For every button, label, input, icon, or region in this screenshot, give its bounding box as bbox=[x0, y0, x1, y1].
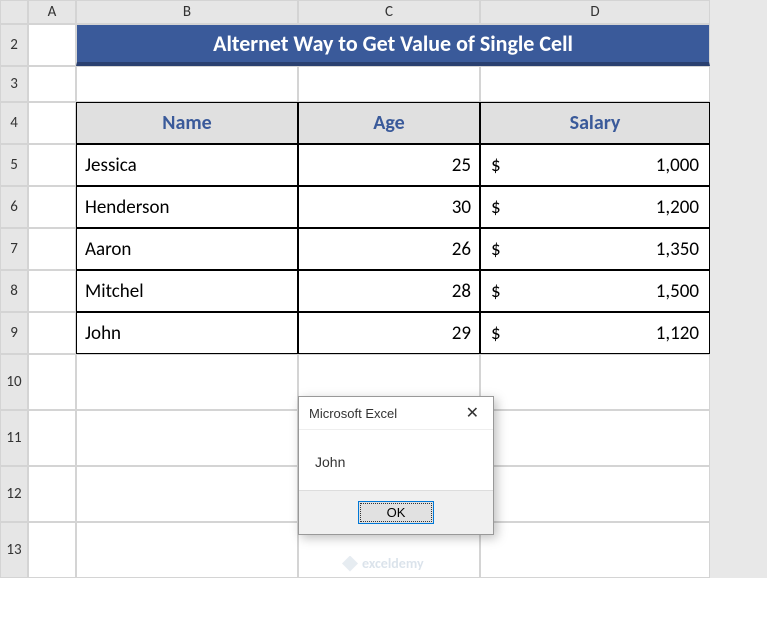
cell-a8[interactable] bbox=[28, 270, 76, 312]
cell-a3[interactable] bbox=[28, 66, 76, 102]
cell-d13[interactable] bbox=[480, 522, 710, 578]
currency-symbol: $ bbox=[491, 322, 501, 345]
row-header-10[interactable]: 10 bbox=[0, 354, 28, 410]
col-header-b[interactable]: B bbox=[76, 0, 298, 24]
cell-age-3[interactable]: 28 bbox=[298, 270, 480, 312]
cell-b10[interactable] bbox=[76, 354, 298, 410]
row-header-11[interactable]: 11 bbox=[0, 410, 28, 466]
cell-a2[interactable] bbox=[28, 24, 76, 66]
row-header-3[interactable]: 3 bbox=[0, 66, 28, 102]
cell-b13[interactable] bbox=[76, 522, 298, 578]
row-header-5[interactable]: 5 bbox=[0, 144, 28, 186]
salary-value: 1,200 bbox=[656, 196, 699, 219]
dialog-message: John bbox=[299, 430, 493, 490]
cell-d11[interactable] bbox=[480, 410, 710, 466]
header-salary[interactable]: Salary bbox=[480, 102, 710, 144]
dialog-footer: OK bbox=[299, 490, 493, 534]
dialog-titlebar[interactable]: Microsoft Excel ✕ bbox=[299, 397, 493, 430]
cell-a9[interactable] bbox=[28, 312, 76, 354]
grid-corner[interactable] bbox=[0, 0, 28, 24]
row-header-12[interactable]: 12 bbox=[0, 466, 28, 522]
cell-name-1[interactable]: Henderson bbox=[76, 186, 298, 228]
cell-salary-1[interactable]: $1,200 bbox=[480, 186, 710, 228]
currency-symbol: $ bbox=[491, 280, 501, 303]
message-box-dialog: Microsoft Excel ✕ John OK bbox=[298, 396, 494, 535]
cell-d12[interactable] bbox=[480, 466, 710, 522]
col-header-a[interactable]: A bbox=[28, 0, 76, 24]
row-header-8[interactable]: 8 bbox=[0, 270, 28, 312]
close-icon[interactable]: ✕ bbox=[460, 403, 485, 423]
salary-value: 1,350 bbox=[656, 238, 699, 261]
watermark-icon bbox=[342, 556, 358, 572]
cell-b11[interactable] bbox=[76, 410, 298, 466]
cell-a4[interactable] bbox=[28, 102, 76, 144]
cell-name-4[interactable]: John bbox=[76, 312, 298, 354]
cell-a10[interactable] bbox=[28, 354, 76, 410]
cell-a13[interactable] bbox=[28, 522, 76, 578]
cell-salary-3[interactable]: $1,500 bbox=[480, 270, 710, 312]
cell-d3[interactable] bbox=[480, 66, 710, 102]
cell-a6[interactable] bbox=[28, 186, 76, 228]
cell-a7[interactable] bbox=[28, 228, 76, 270]
cell-a12[interactable] bbox=[28, 466, 76, 522]
cell-salary-0[interactable]: $1,000 bbox=[480, 144, 710, 186]
header-name[interactable]: Name bbox=[76, 102, 298, 144]
header-age[interactable]: Age bbox=[298, 102, 480, 144]
col-header-d[interactable]: D bbox=[480, 0, 710, 24]
cell-a11[interactable] bbox=[28, 410, 76, 466]
cell-a5[interactable] bbox=[28, 144, 76, 186]
cell-age-0[interactable]: 25 bbox=[298, 144, 480, 186]
cell-c3[interactable] bbox=[298, 66, 480, 102]
cell-age-4[interactable]: 29 bbox=[298, 312, 480, 354]
cell-age-1[interactable]: 30 bbox=[298, 186, 480, 228]
cell-salary-2[interactable]: $1,350 bbox=[480, 228, 710, 270]
ok-button[interactable]: OK bbox=[358, 501, 435, 524]
cell-name-3[interactable]: Mitchel bbox=[76, 270, 298, 312]
col-header-c[interactable]: C bbox=[298, 0, 480, 24]
salary-value: 1,120 bbox=[656, 322, 699, 345]
watermark-text: exceldemy bbox=[362, 555, 424, 572]
cell-b12[interactable] bbox=[76, 466, 298, 522]
currency-symbol: $ bbox=[491, 238, 501, 261]
salary-value: 1,500 bbox=[656, 280, 699, 303]
row-header-13[interactable]: 13 bbox=[0, 522, 28, 578]
salary-value: 1,000 bbox=[656, 154, 699, 177]
currency-symbol: $ bbox=[491, 154, 501, 177]
currency-symbol: $ bbox=[491, 196, 501, 219]
title-cell[interactable]: Alternet Way to Get Value of Single Cell bbox=[76, 24, 710, 66]
watermark: exceldemy bbox=[342, 555, 424, 572]
row-header-6[interactable]: 6 bbox=[0, 186, 28, 228]
cell-name-2[interactable]: Aaron bbox=[76, 228, 298, 270]
dialog-title: Microsoft Excel bbox=[309, 406, 397, 421]
cell-age-2[interactable]: 26 bbox=[298, 228, 480, 270]
row-header-2[interactable]: 2 bbox=[0, 24, 28, 66]
row-header-9[interactable]: 9 bbox=[0, 312, 28, 354]
cell-d10[interactable] bbox=[480, 354, 710, 410]
cell-b3[interactable] bbox=[76, 66, 298, 102]
cell-salary-4[interactable]: $1,120 bbox=[480, 312, 710, 354]
row-header-7[interactable]: 7 bbox=[0, 228, 28, 270]
cell-name-0[interactable]: Jessica bbox=[76, 144, 298, 186]
row-header-4[interactable]: 4 bbox=[0, 102, 28, 144]
